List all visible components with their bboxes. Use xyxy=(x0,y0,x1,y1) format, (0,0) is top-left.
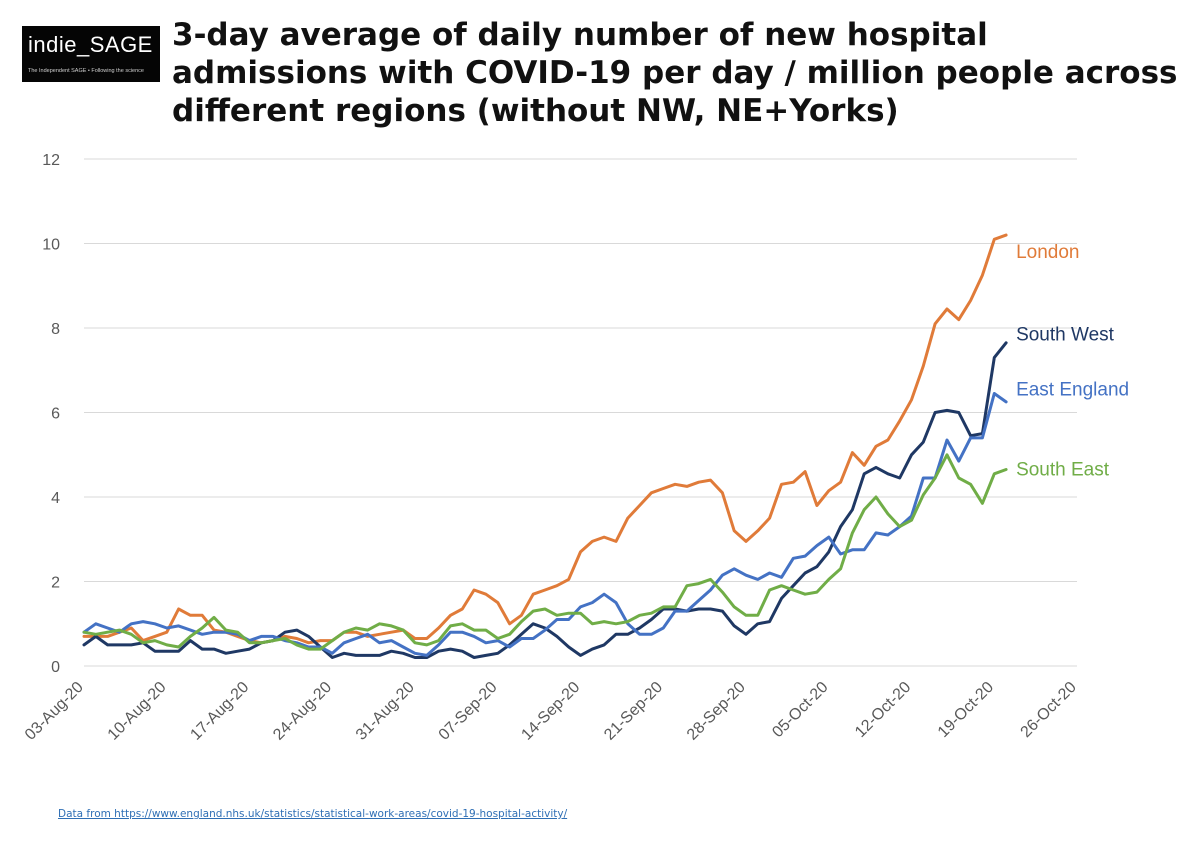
y-tick-label: 12 xyxy=(42,152,60,169)
x-tick-label: 17-Aug-20 xyxy=(187,679,252,744)
y-tick-label: 6 xyxy=(51,406,60,423)
chart-title: 3-day average of daily number of new hos… xyxy=(172,17,1178,129)
x-tick-label: 12-Oct-20 xyxy=(852,679,914,741)
x-tick-label: 14-Sep-20 xyxy=(518,679,583,744)
series-label-south-west: South West xyxy=(1016,324,1115,345)
x-tick-label: 21-Sep-20 xyxy=(601,679,666,744)
series-line-london xyxy=(82,233,1008,645)
logo-brand-text: indie_SAGE xyxy=(28,32,153,57)
series-line-south-east xyxy=(82,453,1008,651)
x-tick-label: 07-Sep-20 xyxy=(436,679,501,744)
x-tick-label: 24-Aug-20 xyxy=(270,679,335,744)
y-tick-label: 4 xyxy=(51,490,60,507)
x-tick-label: 10-Aug-20 xyxy=(105,679,170,744)
series-label-east-england: East England xyxy=(1016,379,1129,400)
x-tick-label: 26-Oct-20 xyxy=(1018,679,1080,741)
x-tick-label: 31-Aug-20 xyxy=(353,679,418,744)
x-tick-label: 28-Sep-20 xyxy=(684,679,749,744)
y-tick-label: 0 xyxy=(51,659,60,676)
x-tick-label: 05-Oct-20 xyxy=(769,679,831,741)
x-tick-label: 19-Oct-20 xyxy=(935,679,997,741)
source-link[interactable]: Data from https://www.england.nhs.uk/sta… xyxy=(58,808,568,820)
series-label-south-east: South East xyxy=(1016,460,1110,481)
series-line-east-england xyxy=(82,392,1008,657)
series-line-south-west xyxy=(82,341,1008,659)
x-tick-label: 03-Aug-20 xyxy=(22,679,87,744)
series-label-london: London xyxy=(1016,242,1079,263)
logo-tagline: The Independent SAGE • Following the sci… xyxy=(28,68,144,74)
indie-sage-logo: indie_SAGE The Independent SAGE • Follow… xyxy=(22,26,160,82)
y-tick-label: 8 xyxy=(51,321,60,338)
y-tick-label: 2 xyxy=(51,575,60,592)
y-tick-label: 10 xyxy=(42,237,60,254)
